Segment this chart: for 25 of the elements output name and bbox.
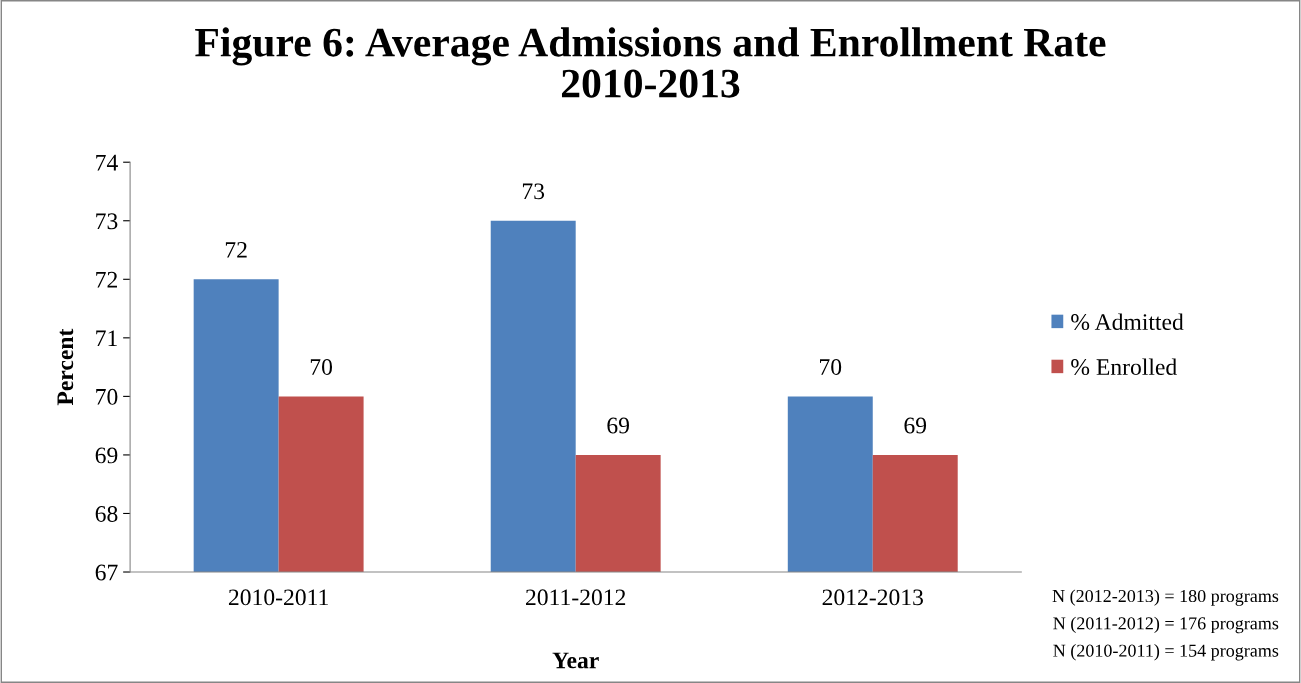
y-tick-label: 73 — [96, 213, 118, 230]
y-tick-label: 68 — [95, 505, 118, 522]
text: N (2012-2013) = 180 programs — [1052, 589, 1279, 606]
y-tick-label: 69 — [95, 447, 118, 464]
y-axis-title: Percent — [57, 328, 74, 406]
y-tick-label: 71 — [96, 330, 117, 347]
text: N (2010-2011) = 154 programs — [1053, 644, 1279, 661]
x-tick-label: 2012-2013 — [822, 589, 923, 606]
data-label: 69 — [904, 417, 927, 434]
data-label: 72 — [225, 241, 247, 258]
legend-label: % Enrolled — [1071, 358, 1177, 376]
x-axis-title: Year — [552, 652, 599, 669]
x-tick-label: 2010-2011 — [228, 589, 328, 606]
text: N (2011-2012) = 176 programs — [1053, 616, 1279, 634]
y-tick-label: 74 — [96, 154, 118, 171]
legend-label: % Admitted — [1071, 313, 1184, 331]
data-label: 69 — [607, 417, 630, 434]
x-tick-label: 2011-2012 — [526, 589, 626, 606]
y-tick-label: 72 — [96, 271, 117, 288]
data-label: 73 — [522, 183, 545, 200]
chart-title: Figure 6: Average Admissions and Enrollment Rate 2010-2013 — [195, 27, 1106, 98]
data-label: 70 — [820, 358, 842, 375]
y-tick-label: 70 — [96, 388, 118, 405]
y-tick-label: 67 — [95, 564, 118, 581]
data-label: 70 — [310, 358, 333, 375]
